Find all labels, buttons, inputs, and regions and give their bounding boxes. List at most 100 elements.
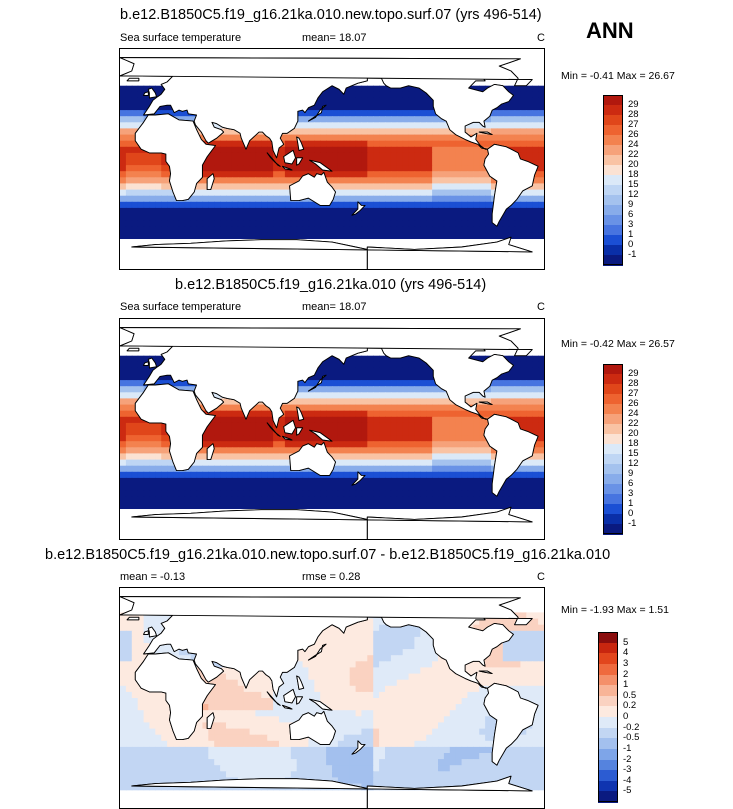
colorbar-level-label: 1 bbox=[623, 679, 629, 691]
colorbar-level-label: 24 bbox=[628, 408, 639, 419]
colorbar-swatch bbox=[603, 364, 623, 375]
colorbar-level-label: -0.2 bbox=[623, 721, 640, 733]
colorbar-swatch bbox=[603, 384, 623, 395]
colorbar-swatch bbox=[603, 494, 623, 505]
colorbar-swatch bbox=[598, 695, 618, 707]
colorbar-swatch bbox=[603, 115, 623, 126]
colorbar-swatch bbox=[598, 717, 618, 729]
colorbar-swatch bbox=[603, 464, 623, 475]
colorbar-swatch bbox=[598, 674, 618, 686]
colorbar-swatch bbox=[603, 414, 623, 425]
colorbar-swatch bbox=[603, 444, 623, 455]
colorbar-swatch bbox=[603, 255, 623, 266]
colorbar-level-label: 0.2 bbox=[623, 700, 637, 712]
panel-1-mean-label: mean= 18.07 bbox=[302, 32, 367, 44]
colorbar-level-label: -0.5 bbox=[623, 732, 640, 744]
colorbar-level-label: 28 bbox=[628, 378, 639, 389]
colorbar-swatch bbox=[603, 504, 623, 515]
colorbar-swatch bbox=[603, 175, 623, 186]
colorbar-level-label: 0 bbox=[628, 508, 634, 519]
panel-2-map bbox=[119, 318, 545, 540]
colorbar-swatch bbox=[603, 454, 623, 465]
colorbar-level-label: 3 bbox=[628, 488, 634, 499]
colorbar-swatch bbox=[603, 145, 623, 156]
panel-3-mean-label: mean = -0.13 bbox=[120, 571, 186, 583]
colorbar-level-label: 9 bbox=[628, 468, 634, 479]
panel-3-units: C bbox=[537, 571, 545, 583]
colorbar-level-label: 3 bbox=[628, 219, 634, 230]
colorbar-level-label: 6 bbox=[628, 209, 634, 220]
colorbar-level-label: 15 bbox=[628, 179, 639, 190]
colorbar-level-label: 26 bbox=[628, 129, 639, 140]
colorbar-level-label: 29 bbox=[628, 99, 639, 110]
colorbar-level-label: -3 bbox=[623, 764, 632, 776]
panel-1-map bbox=[119, 48, 545, 270]
colorbar-level-label: 0 bbox=[628, 239, 634, 250]
colorbar-swatch bbox=[598, 727, 618, 739]
panel-2-title: b.e12.B1850C5.f19_g16.21ka.010 (yrs 496-… bbox=[175, 277, 487, 293]
colorbar-level-label: 0.5 bbox=[623, 689, 637, 701]
map-coastlines bbox=[120, 596, 539, 808]
colorbar-swatch bbox=[603, 215, 623, 226]
colorbar-swatch bbox=[603, 374, 623, 385]
colorbar-swatch bbox=[603, 245, 623, 256]
colorbar-swatch bbox=[603, 474, 623, 485]
colorbar-swatch bbox=[598, 653, 618, 665]
panel-3-rmse-label: rmse = 0.28 bbox=[302, 571, 361, 583]
colorbar-level-label: 18 bbox=[628, 438, 639, 449]
colorbar-level-label: 1 bbox=[628, 229, 634, 240]
colorbar-swatch bbox=[603, 434, 623, 445]
colorbar-swatch bbox=[598, 791, 618, 803]
colorbar-level-label: 22 bbox=[628, 418, 639, 429]
colorbar-swatch bbox=[603, 95, 623, 106]
panel-1-units: C bbox=[537, 32, 545, 44]
colorbar-level-label: 3 bbox=[623, 657, 629, 669]
colorbar-swatch bbox=[603, 394, 623, 405]
colorbar-swatch bbox=[603, 135, 623, 146]
colorbar-swatch bbox=[603, 105, 623, 116]
colorbar-swatch bbox=[598, 663, 618, 675]
colorbar-level-label: 4 bbox=[623, 647, 629, 659]
panel-3-map bbox=[119, 587, 545, 809]
map-coastlines bbox=[120, 327, 539, 539]
colorbar-level-label: -4 bbox=[623, 774, 632, 786]
colorbar-level-label: -1 bbox=[628, 518, 637, 529]
colorbar-level-label: 1 bbox=[628, 498, 634, 509]
colorbar-level-label: 27 bbox=[628, 388, 639, 399]
colorbar-swatch bbox=[603, 195, 623, 206]
colorbar-level-label: 5 bbox=[623, 636, 629, 648]
colorbar-swatch bbox=[603, 404, 623, 415]
colorbar-level-label: 28 bbox=[628, 109, 639, 120]
colorbar-level-label: -1 bbox=[623, 742, 632, 754]
panel-2-units: C bbox=[537, 301, 545, 313]
colorbar-level-label: 29 bbox=[628, 368, 639, 379]
panel-3-minmax: Min = -1.93 Max = 1.51 bbox=[561, 604, 669, 616]
colorbar-level-label: -5 bbox=[623, 785, 632, 797]
colorbar-level-label: 9 bbox=[628, 199, 634, 210]
panel-2-mean-label: mean= 18.07 bbox=[302, 301, 367, 313]
colorbar-swatch bbox=[603, 235, 623, 246]
colorbar-level-label: 12 bbox=[628, 189, 639, 200]
colorbar-level-label: 12 bbox=[628, 458, 639, 469]
colorbar-swatch bbox=[603, 125, 623, 136]
season-label: ANN bbox=[586, 18, 634, 43]
colorbar-swatch bbox=[603, 155, 623, 166]
colorbar-level-label: 22 bbox=[628, 149, 639, 160]
colorbar-swatch bbox=[603, 514, 623, 525]
colorbar-swatch bbox=[598, 706, 618, 718]
colorbar-swatch bbox=[598, 748, 618, 760]
colorbar-swatch bbox=[603, 165, 623, 176]
colorbar-level-label: 0 bbox=[623, 711, 629, 722]
colorbar-level-label: 6 bbox=[628, 478, 634, 489]
colorbar-swatch bbox=[598, 759, 618, 771]
panel-1-title: b.e12.B1850C5.f19_g16.21ka.010.new.topo.… bbox=[120, 7, 542, 23]
colorbar-level-label: -2 bbox=[623, 753, 632, 765]
panel-1-minmax: Min = -0.41 Max = 26.67 bbox=[561, 70, 675, 82]
colorbar-level-label: 2 bbox=[623, 668, 629, 680]
colorbar-level-label: 26 bbox=[628, 398, 639, 409]
colorbar-level-label: 20 bbox=[628, 159, 639, 170]
map-coastlines bbox=[120, 57, 539, 269]
colorbar-swatch bbox=[598, 642, 618, 654]
colorbar-swatch bbox=[603, 484, 623, 495]
colorbar-level-label: 24 bbox=[628, 139, 639, 150]
